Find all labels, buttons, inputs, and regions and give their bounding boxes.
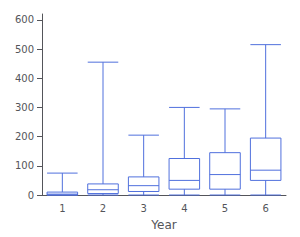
svg-text:400: 400 — [15, 73, 34, 84]
svg-text:600: 600 — [15, 14, 34, 25]
svg-text:0: 0 — [28, 190, 34, 201]
svg-text:3: 3 — [140, 203, 146, 214]
svg-text:300: 300 — [15, 102, 34, 113]
svg-text:100: 100 — [15, 160, 34, 171]
svg-text:2: 2 — [100, 203, 106, 214]
svg-text:4: 4 — [181, 203, 187, 214]
svg-text:Year: Year — [150, 218, 176, 232]
svg-text:200: 200 — [15, 131, 34, 142]
svg-text:6: 6 — [262, 203, 268, 214]
svg-text:500: 500 — [15, 44, 34, 55]
svg-text:5: 5 — [222, 203, 228, 214]
svg-text:1: 1 — [59, 203, 65, 214]
